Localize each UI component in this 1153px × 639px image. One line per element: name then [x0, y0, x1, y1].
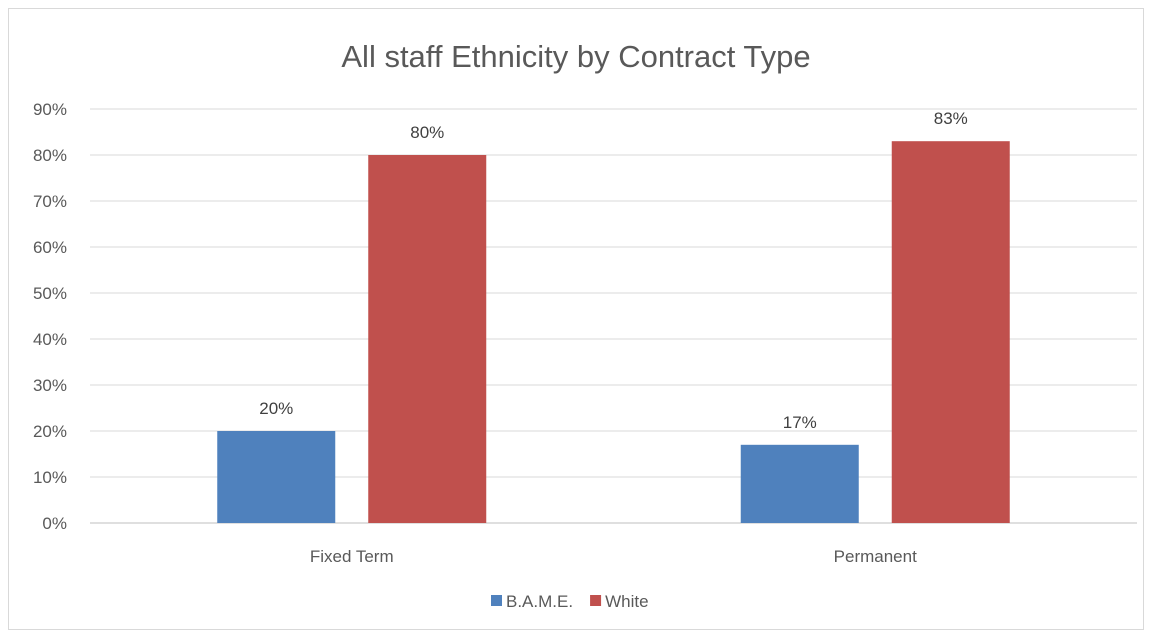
y-axis-ticks: 0% 10% 20% 30% 40% 50% 60% 70% 80% 90%: [33, 100, 67, 533]
y-tick-label: 40%: [33, 330, 67, 349]
chart-title: All staff Ethnicity by Contract Type: [341, 39, 810, 74]
y-tick-label: 20%: [33, 422, 67, 441]
bar-white-permanent: [891, 141, 1010, 523]
legend: B.A.M.E. White: [491, 592, 649, 611]
y-tick-label: 30%: [33, 376, 67, 395]
legend-swatch: [590, 595, 602, 606]
data-label: 83%: [934, 109, 968, 128]
y-tick-label: 0%: [42, 514, 67, 533]
bars: [217, 141, 1010, 523]
x-axis-categories: Fixed Term Permanent: [310, 547, 917, 566]
y-tick-label: 80%: [33, 146, 67, 165]
bar-b-a-m-e--fixed-term: [217, 431, 336, 523]
legend-label: White: [605, 592, 648, 611]
bar-b-a-m-e--permanent: [740, 444, 859, 523]
x-category-label: Fixed Term: [310, 547, 394, 566]
y-tick-label: 50%: [33, 284, 67, 303]
y-tick-label: 90%: [33, 100, 67, 119]
y-tick-label: 10%: [33, 468, 67, 487]
data-labels: 20% 80% 17% 83%: [259, 109, 968, 432]
x-category-label: Permanent: [834, 547, 917, 566]
bar-white-fixed-term: [368, 155, 487, 523]
data-label: 17%: [783, 413, 817, 432]
y-tick-label: 70%: [33, 192, 67, 211]
legend-label: B.A.M.E.: [506, 592, 573, 611]
y-tick-label: 60%: [33, 238, 67, 257]
data-label: 80%: [410, 123, 444, 142]
legend-swatch: [491, 595, 502, 606]
data-label: 20%: [259, 399, 293, 418]
